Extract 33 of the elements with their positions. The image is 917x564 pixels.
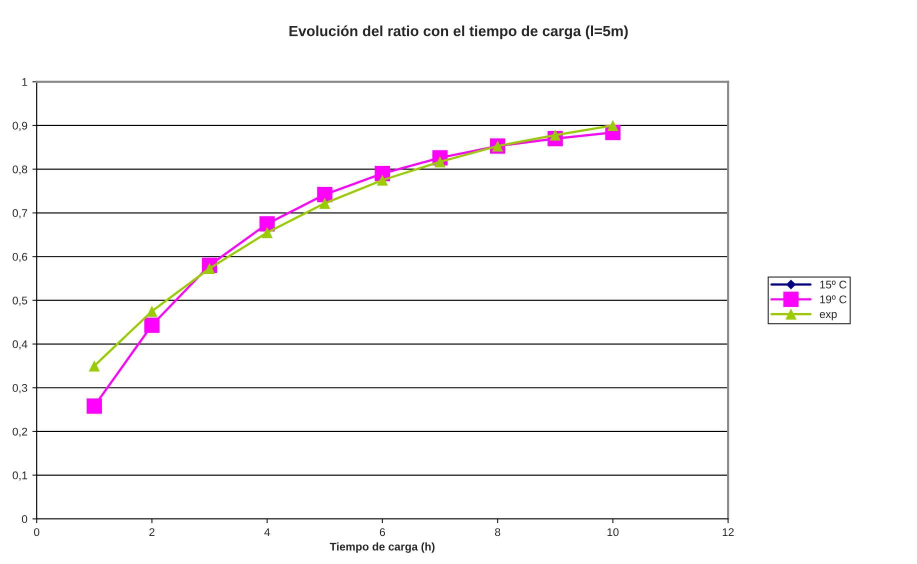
y-tick-label: 1 (22, 78, 28, 86)
point (86, 398, 102, 414)
y-tick-label: 0,2 (12, 428, 28, 437)
point (146, 306, 158, 317)
point (262, 227, 273, 238)
x-tick-label: 10 (608, 528, 619, 536)
y-tick-label: 0,9 (12, 122, 28, 131)
point (260, 216, 275, 232)
x-tick-label: 12 (722, 528, 734, 536)
y-tick-label: 0,1 (12, 471, 28, 481)
point (88, 360, 100, 372)
point (607, 120, 618, 132)
x-tick-label: 6 (380, 528, 385, 536)
x-tick-label: 4 (264, 528, 270, 536)
legend-label: exp (820, 312, 837, 320)
y-tick-label: 0,3 (12, 384, 28, 394)
y-tick-label: 0 (22, 515, 28, 524)
point (376, 174, 388, 186)
y-tick-label: 0,6 (12, 252, 28, 262)
x-tick-label: 0 (34, 528, 40, 536)
point (319, 198, 330, 209)
y-tick-label: 0,4 (12, 340, 28, 350)
legend-label: 15º C (820, 280, 846, 289)
y-tick-label: 0,7 (12, 209, 28, 218)
point (317, 186, 332, 202)
point (144, 318, 160, 333)
chart-title: Evolución del ratio con el tiempo de carga (l=5m) (290, 25, 628, 40)
y-tick-label: 0,8 (12, 165, 28, 175)
x-axis-title: Tiempo de carga (h) (330, 542, 435, 553)
legend-label: 19º C (820, 295, 846, 304)
x-tick-label: 8 (495, 528, 500, 536)
x-tick-label: 2 (149, 528, 154, 536)
y-tick-label: 0,5 (12, 296, 28, 306)
